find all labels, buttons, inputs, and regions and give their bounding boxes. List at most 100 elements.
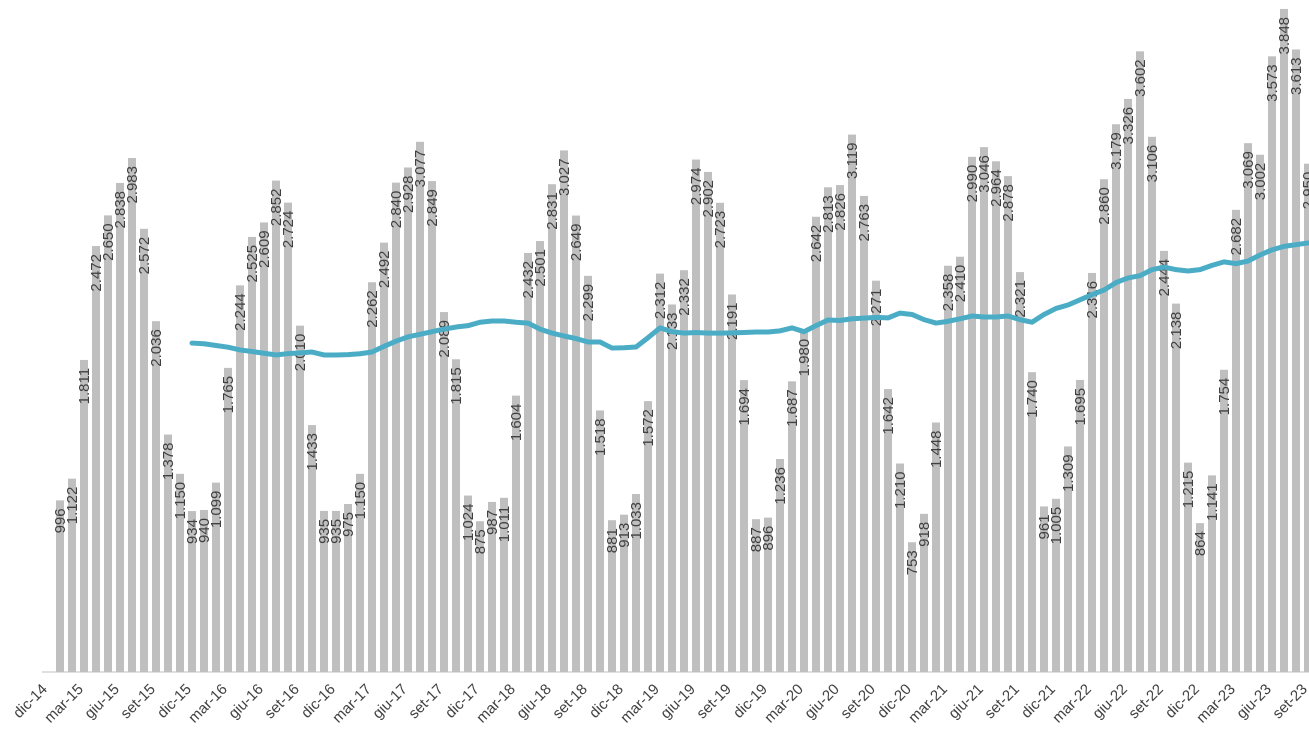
bar — [932, 422, 940, 672]
data-label: 1.694 — [736, 388, 753, 426]
bar — [620, 514, 628, 672]
data-label: 2.649 — [568, 224, 585, 262]
x-tick-label: giu-22 — [1089, 681, 1131, 723]
data-label: 2.321 — [1012, 280, 1029, 318]
bar — [680, 270, 688, 672]
data-label: 1.754 — [1216, 378, 1233, 416]
data-label: 2.831 — [544, 192, 561, 230]
data-label: 2.472 — [88, 254, 105, 292]
x-tick-label: mar-18 — [473, 681, 519, 727]
bar — [512, 395, 520, 672]
data-label: 2.244 — [232, 293, 249, 331]
bar — [428, 181, 436, 672]
bar — [800, 330, 808, 672]
bar — [380, 242, 388, 672]
data-label: 2.642 — [808, 225, 825, 263]
data-label: 3.179 — [1108, 132, 1125, 170]
data-label: 875 — [472, 529, 489, 554]
bar — [1076, 379, 1084, 672]
x-tick-label: set-16 — [261, 681, 303, 723]
bar — [1280, 8, 1288, 672]
x-tick-label: giu-15 — [81, 681, 123, 723]
bar — [104, 215, 112, 672]
data-label: 1.210 — [892, 472, 909, 510]
bar — [164, 434, 172, 672]
bar — [776, 459, 784, 672]
data-label: 881 — [604, 528, 621, 553]
data-label: 2.838 — [112, 191, 129, 229]
data-label: 2.650 — [100, 223, 117, 261]
data-label: 3.106 — [1144, 145, 1161, 183]
bar — [236, 285, 244, 672]
bar — [1172, 303, 1180, 672]
bar — [320, 510, 328, 672]
bar — [188, 511, 196, 672]
data-label: 2.444 — [1156, 259, 1173, 297]
bar — [1232, 209, 1240, 672]
x-tick-label: giu-20 — [801, 681, 843, 723]
x-tick-label: giu-18 — [513, 681, 555, 723]
bar — [668, 304, 676, 672]
data-label: 2.964 — [988, 169, 1005, 207]
bar — [392, 182, 400, 672]
data-label: 1.309 — [1060, 454, 1077, 492]
data-label: 1.033 — [628, 502, 645, 540]
bar — [824, 187, 832, 672]
data-label: 1.005 — [1048, 507, 1065, 545]
data-label: 3.027 — [556, 158, 573, 196]
bar — [1244, 143, 1252, 673]
x-tick-label: set-17 — [405, 681, 447, 723]
bar — [572, 215, 580, 672]
bar — [440, 312, 448, 672]
data-label: 934 — [184, 519, 201, 544]
data-label: 2.525 — [244, 245, 261, 283]
data-label: 2.852 — [268, 189, 285, 227]
bar — [980, 147, 988, 673]
bar — [728, 294, 736, 672]
data-label: 1.642 — [880, 397, 897, 435]
bar — [1016, 272, 1024, 672]
x-tick-label: mar-19 — [617, 681, 663, 727]
x-tick-label: set-22 — [1125, 681, 1167, 723]
data-label: 1.572 — [640, 409, 657, 447]
bar — [140, 228, 148, 672]
data-label: 913 — [616, 523, 633, 548]
bar — [212, 482, 220, 672]
bar — [740, 380, 748, 672]
bar — [1268, 56, 1276, 673]
data-label: 1.448 — [928, 430, 945, 468]
bar — [764, 517, 772, 672]
bar — [716, 202, 724, 672]
x-tick-label: set-23 — [1269, 681, 1309, 723]
bar — [344, 504, 352, 672]
data-label: 2.501 — [532, 249, 549, 287]
data-label: 1.604 — [508, 404, 525, 442]
data-label: 2.682 — [1228, 218, 1245, 256]
bar — [1028, 372, 1036, 672]
data-label: 918 — [916, 522, 933, 547]
data-label: 1.811 — [76, 368, 93, 404]
data-label: 1.215 — [1180, 471, 1197, 509]
data-label: 3.002 — [1252, 163, 1269, 201]
data-label: 3.602 — [1132, 59, 1149, 97]
bar — [92, 246, 100, 672]
data-label: 1.099 — [208, 491, 225, 529]
data-label: 2.983 — [124, 166, 141, 204]
data-label: 2.724 — [280, 211, 297, 249]
data-label: 3.613 — [1288, 57, 1305, 95]
bar — [116, 182, 124, 672]
x-tick-label: set-20 — [837, 681, 879, 723]
bar — [836, 185, 844, 672]
data-label: 1.765 — [220, 376, 237, 414]
bar — [224, 367, 232, 672]
bar — [488, 501, 496, 672]
x-tick-label: giu-19 — [657, 681, 699, 723]
data-label: 2.262 — [364, 290, 381, 328]
data-label: 1.024 — [460, 504, 477, 542]
bar — [656, 273, 664, 672]
bar — [1100, 179, 1108, 672]
bar — [704, 171, 712, 672]
data-label: 2.410 — [952, 265, 969, 303]
